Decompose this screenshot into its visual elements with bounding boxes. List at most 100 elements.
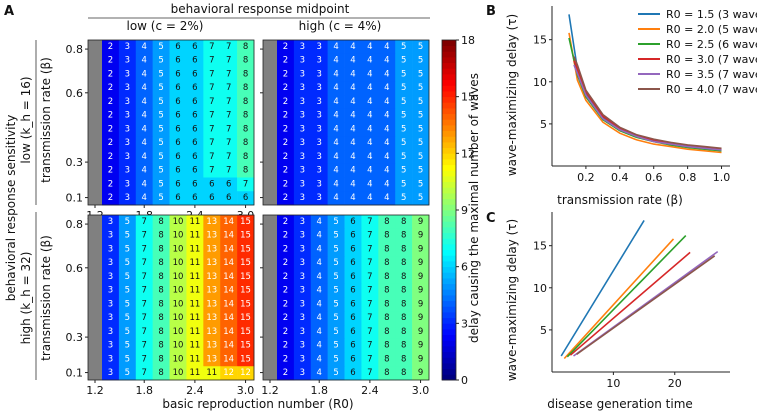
colorbar-step	[442, 351, 456, 358]
heatmap-cell-label: 8	[384, 327, 389, 337]
heatmap-cell-label: 15	[240, 244, 251, 254]
heatmap-cell-label: 8	[401, 272, 406, 282]
heatmap-cell	[102, 150, 120, 165]
heatmap-cell	[293, 297, 312, 312]
heatmap-cell-label: 8	[243, 56, 248, 66]
heatmap-cell	[135, 95, 153, 110]
heatmap-cell	[203, 150, 221, 165]
heatmap-cell-label: 7	[209, 138, 214, 148]
heatmap-cell-label: 3	[300, 327, 305, 337]
colorbar-step	[442, 317, 456, 324]
heatmap-cell-label: 3	[108, 231, 113, 241]
heatmap-cell-label: 7	[226, 83, 231, 93]
heatmap-cell-label: 8	[401, 354, 406, 364]
heatmap-cell-label: 4	[350, 152, 355, 162]
heatmap-cell-label: 4	[142, 83, 147, 93]
heatmap-ytick-label: 0.3	[66, 331, 84, 344]
heatmap-cell	[220, 228, 238, 243]
heatmap-cell-label: 5	[158, 56, 163, 66]
heatmap-low-k16-high-c4: 2 3 3 4 4 4 4 5 5 2 3 3 4 4 4 4 5 5 2 3 3 4 4 4 4 5 5 2 3 3 4 4 4 4 5 5 2 3 3 4…	[260, 39, 430, 206]
heatmap-cell-label: 7	[142, 231, 147, 241]
heatmap-cell-label: 5	[418, 152, 423, 162]
heatmap-cell	[310, 283, 328, 298]
heatmap-cell-label: 4	[367, 42, 372, 52]
heatmap-cell	[293, 366, 312, 381]
heatmap-cell-label: 11	[206, 368, 217, 378]
heatmap-frame	[87, 214, 255, 381]
heatmap-cell-label: 7	[209, 97, 214, 107]
heatmap-cell-label: 3	[125, 111, 130, 121]
heatmap-cell	[135, 191, 153, 206]
heatmap-cell	[237, 283, 255, 298]
heatmap-cell	[277, 352, 295, 367]
heatmap-cell-label: 13	[206, 231, 217, 241]
heatmap-cell	[102, 270, 120, 285]
heatmap-cell-label: 3	[300, 231, 305, 241]
heatmap-cell	[361, 177, 379, 192]
heatmap-cell	[344, 163, 362, 178]
heatmap-cell-label: 9	[418, 286, 423, 296]
heatmap-cell	[186, 67, 204, 82]
heatmap-cell	[186, 242, 204, 257]
heatmap-cell	[378, 191, 396, 206]
heatmap-cell-label: 2	[108, 111, 113, 121]
heatmap-cell-label: 8	[158, 299, 163, 309]
heatmap-cell	[102, 215, 120, 230]
heatmap-cell	[237, 228, 255, 243]
heatmap-cell-label: 15	[240, 231, 251, 241]
heatmap-cell-label: 2	[283, 179, 288, 189]
colorbar-step	[442, 136, 456, 143]
heatmap-cell	[344, 297, 362, 312]
heatmap-cell-label: 4	[142, 97, 147, 107]
heatmap-cell	[237, 270, 255, 285]
heatmap-cell-label: 4	[142, 42, 147, 52]
heatmap-cell-label: 3	[300, 272, 305, 282]
heatmap-cell	[277, 311, 295, 326]
heatmap-cell	[237, 311, 255, 326]
heatmap-cell	[361, 81, 379, 96]
heatmap-cell	[344, 352, 362, 367]
heatmap-cell-label: 3	[108, 341, 113, 351]
heatmap-cell	[327, 270, 345, 285]
heatmap-cell	[344, 95, 362, 110]
heatmap-cell-label: 3	[300, 69, 305, 79]
heatmap-cell	[277, 53, 295, 68]
heatmap-cell-label: 8	[243, 97, 248, 107]
heatmap-cell-label: 7	[226, 56, 231, 66]
heatmap-cell	[412, 177, 430, 192]
heatmap-cell-label: 4	[384, 111, 389, 121]
heatmap-cell-label: 6	[192, 179, 197, 189]
heatmap-cell-label: 6	[350, 258, 355, 268]
heatmap-cell	[135, 283, 153, 298]
heatmap-cell	[186, 366, 204, 381]
heatmap-cell-label: 14	[223, 244, 234, 254]
heatmap-cell-label: 7	[209, 69, 214, 79]
heatmap-cell	[152, 215, 170, 230]
heatmap-cell	[344, 67, 362, 82]
heatmap-cell-label: 7	[367, 231, 372, 241]
heatmap-cell	[237, 95, 255, 110]
colorbar-step	[442, 102, 456, 109]
colorbar-step	[442, 147, 456, 154]
heatmap-cell	[293, 283, 312, 298]
heatmap-cell	[152, 311, 170, 326]
heatmap-cell-label: 3	[300, 258, 305, 268]
heatmap-cell	[186, 136, 204, 151]
heatmap-cell	[135, 122, 153, 137]
heatmap-cell-label: 2	[283, 217, 288, 227]
heatmap-cell-label: 5	[333, 217, 338, 227]
heatmap-cell-label: 2	[108, 179, 113, 189]
x-tick-label: 0.8	[679, 171, 697, 184]
heatmap-cell	[135, 40, 153, 55]
heatmap-cell	[327, 108, 345, 123]
heatmap-cell-label: 5	[158, 179, 163, 189]
heatmap-cell-label: 7	[209, 83, 214, 93]
heatmap-cell	[152, 177, 170, 192]
heatmap-cell	[135, 297, 153, 312]
heatmap-cell-label: 3	[125, 42, 130, 52]
heatmap-cell-label: 11	[189, 231, 200, 241]
heatmap-cell-label: 3	[300, 111, 305, 121]
heatmap-cell-label: 8	[384, 286, 389, 296]
heatmap-cell	[237, 352, 255, 367]
heatmap-cell-label: 2	[283, 83, 288, 93]
